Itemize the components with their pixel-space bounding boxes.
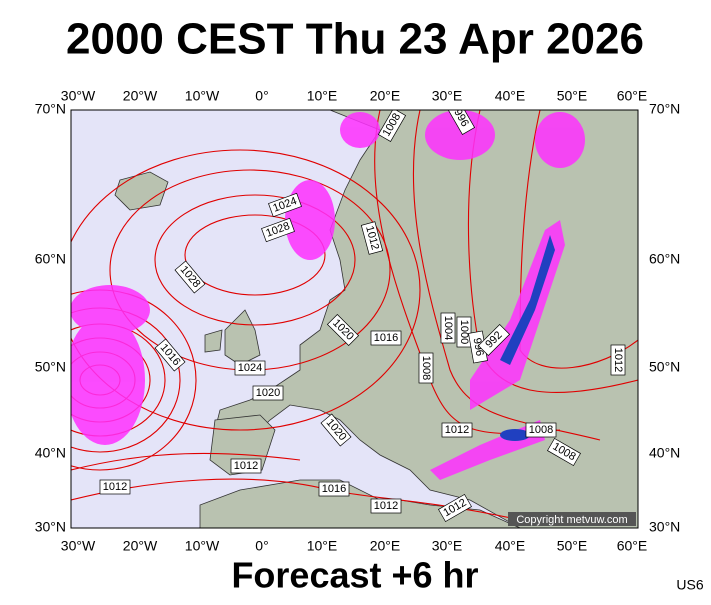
isobar-label-box <box>370 330 402 346</box>
isobar-label-text: 1012 <box>445 424 469 436</box>
lat-label-left: 50°N <box>35 359 66 375</box>
isobar-label: 1020 <box>326 313 360 347</box>
copyright-box <box>508 512 636 526</box>
title: 2000 CEST Thu 23 Apr 2026 <box>66 15 644 64</box>
lon-label-top: 10°W <box>185 88 220 104</box>
isobar-label-box <box>234 360 266 376</box>
isobar-label: 1000 <box>456 316 472 348</box>
isobar-label: 996 <box>468 330 488 364</box>
isobar-label-text: 1024 <box>238 362 262 374</box>
heavy-precipitation <box>500 235 555 441</box>
isobar-label: 1024 <box>268 192 302 218</box>
isobar-label: 1008 <box>418 352 434 384</box>
isobar-label: 1020 <box>252 385 284 401</box>
lat-label-left: 40°N <box>35 445 66 461</box>
isobar-label: 1028 <box>261 217 295 243</box>
isobar-label-box <box>99 479 131 495</box>
isobar-label: 1012 <box>370 498 402 514</box>
lat-label-left: 70°N <box>35 101 66 117</box>
lon-label-bottom: 40°E <box>495 538 526 554</box>
lon-label-bottom: 30°W <box>61 538 96 554</box>
lon-label-top: 20°E <box>370 88 401 104</box>
isobar-label: 1016 <box>370 330 402 346</box>
isobar-label-box <box>477 323 511 357</box>
isobar-label-box <box>441 422 473 438</box>
isobar-label: 1012 <box>99 479 131 495</box>
isobar-label-box <box>377 110 407 142</box>
model-code: US6 <box>676 577 703 593</box>
isobar-label-text: 1004 <box>442 316 454 340</box>
isobar-label-text: 1016 <box>322 483 346 495</box>
isobar-label: 1008 <box>525 422 557 438</box>
isobar-label-text: 1016 <box>374 332 398 344</box>
isobar-label-box <box>438 493 472 523</box>
isobar-label-box <box>154 338 186 372</box>
lon-label-bottom: 30°E <box>432 538 463 554</box>
isobar-label-box <box>370 498 402 514</box>
isobar-label: 996 <box>446 110 476 135</box>
lat-label-right: 30°N <box>649 519 680 535</box>
isobar-label: 1024 <box>234 360 266 376</box>
isobar-label-box <box>525 422 557 438</box>
isobar-label-text: 1012 <box>612 348 624 372</box>
isobar-label-box <box>446 110 476 135</box>
isobar-label-box <box>252 385 284 401</box>
copyright: Copyright metvuw.com <box>516 514 627 526</box>
lon-label-bottom: 60°E <box>617 538 648 554</box>
isobar-label-text: 1012 <box>234 460 258 472</box>
isobar-label-text: 1012 <box>103 481 127 493</box>
isobar-label-text: 1020 <box>256 387 280 399</box>
isobar-label: 1012 <box>360 221 384 255</box>
isobar-label-box <box>230 458 262 474</box>
isobar-label: 1012 <box>230 458 262 474</box>
isobar-label-box <box>318 481 350 497</box>
lon-label-bottom: 10°E <box>307 538 338 554</box>
isobar-label-box <box>456 316 472 348</box>
lat-label-right: 50°N <box>649 359 680 375</box>
isobar-label-box <box>174 260 206 294</box>
lat-label-right: 60°N <box>649 251 680 267</box>
lon-label-top: 40°E <box>495 88 526 104</box>
isobar-label-box <box>261 217 295 243</box>
lon-label-top: 10°E <box>307 88 338 104</box>
lon-label-bottom: 20°W <box>123 538 158 554</box>
isobar-label-box <box>610 344 626 376</box>
footer: Forecast +6 hr <box>231 555 478 596</box>
isobar-label: 1012 <box>441 422 473 438</box>
isobar-label-text: 1008 <box>529 424 553 436</box>
lon-label-top: 50°E <box>557 88 588 104</box>
lon-label-top: 0° <box>255 88 268 104</box>
isobar-label: 1004 <box>440 312 456 344</box>
isobar-label-box <box>440 312 456 344</box>
isobar-label-box <box>547 437 581 467</box>
isobar-label-text: 1000 <box>458 320 470 344</box>
lon-label-top: 20°W <box>123 88 158 104</box>
isobar-label-text: 1008 <box>420 356 432 380</box>
lat-label-left: 30°N <box>35 519 66 535</box>
isobar-label-box <box>418 352 434 384</box>
lon-label-bottom: 0° <box>255 538 268 554</box>
lon-label-bottom: 50°E <box>557 538 588 554</box>
lon-label-bottom: 20°E <box>370 538 401 554</box>
lon-label-top: 30°E <box>432 88 463 104</box>
lat-label-right: 40°N <box>649 445 680 461</box>
isobar-label: 1012 <box>610 344 626 376</box>
isobar-label-box <box>326 313 360 347</box>
map-frame <box>70 109 639 529</box>
isobar-label-box <box>268 192 302 218</box>
isobar-label-box <box>360 221 384 255</box>
lat-label-left: 60°N <box>35 251 66 267</box>
lon-label-top: 60°E <box>617 88 648 104</box>
lat-label-right: 70°N <box>649 101 680 117</box>
lon-label-bottom: 10°W <box>185 538 220 554</box>
isobar-label-box <box>320 413 352 447</box>
lon-label-top: 30°W <box>61 88 96 104</box>
isobar-label-text: 1012 <box>374 500 398 512</box>
isobar-label: 1016 <box>318 481 350 497</box>
